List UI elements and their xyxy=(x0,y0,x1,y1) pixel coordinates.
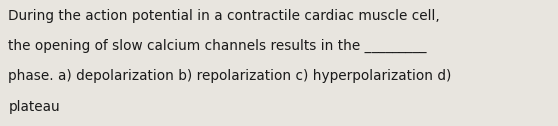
Text: During the action potential in a contractile cardiac muscle cell,: During the action potential in a contrac… xyxy=(8,9,440,23)
Text: phase. a) depolarization b) repolarization c) hyperpolarization d): phase. a) depolarization b) repolarizati… xyxy=(8,69,452,83)
Text: plateau: plateau xyxy=(8,100,60,114)
Text: the opening of slow calcium channels results in the _________: the opening of slow calcium channels res… xyxy=(8,39,427,53)
